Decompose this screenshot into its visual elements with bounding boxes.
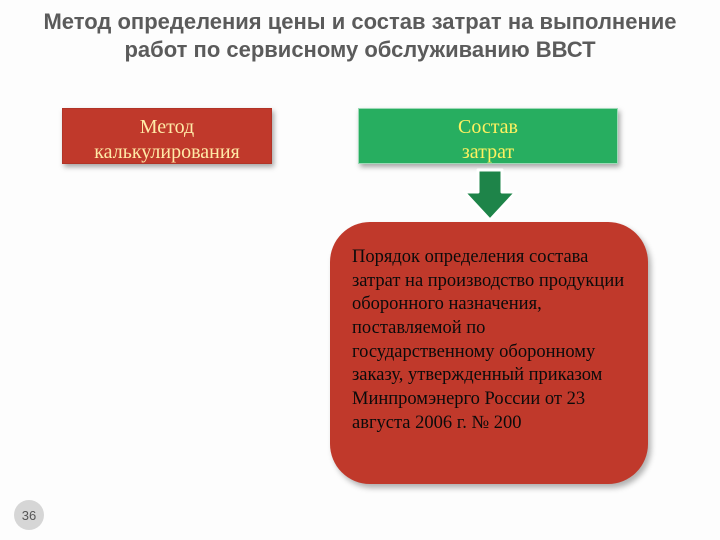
box-composition-line2: затрат [367, 140, 609, 165]
box-method-line1: Метод [71, 115, 263, 140]
detail-panel-text: Порядок определения состава затрат на пр… [352, 246, 628, 435]
box-composition-line1: Состав [367, 115, 609, 140]
arrow-shape [464, 170, 516, 220]
page-number: 36 [22, 508, 36, 523]
box-method-line2: калькулирования [71, 140, 263, 165]
detail-panel: Порядок определения состава затрат на пр… [330, 222, 648, 484]
box-composition: Состав затрат [358, 108, 618, 164]
slide-title: Метод определения цены и состав затрат н… [40, 8, 680, 63]
down-arrow-icon [462, 168, 518, 222]
box-method: Метод калькулирования [62, 108, 272, 164]
page-number-badge: 36 [14, 500, 44, 530]
